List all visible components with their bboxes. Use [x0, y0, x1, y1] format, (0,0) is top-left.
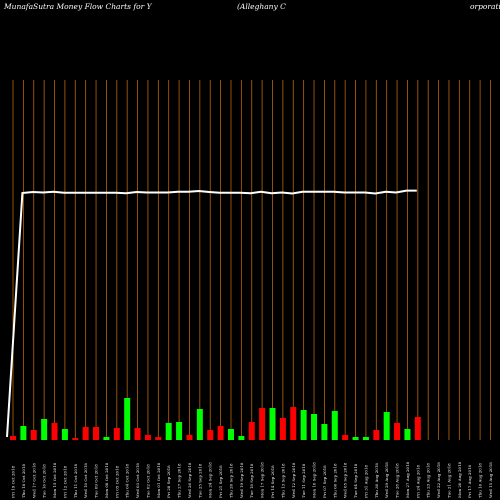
money-flow-bar — [331, 411, 338, 440]
money-flow-bar — [217, 426, 224, 440]
tick-label: Wed 05 Sep 2018 — [343, 462, 348, 498]
tick-label: Tue 04 Sep 2018 — [353, 463, 358, 498]
tick-label: Wed 12 Sep 2018 — [291, 462, 296, 498]
tick-label: Wed 15 Aug 2018 — [488, 462, 493, 498]
money-flow-bar — [10, 436, 16, 440]
money-flow-bar — [300, 410, 307, 440]
money-flow-bar — [321, 424, 328, 440]
tick-label: Tue 11 Sep 2018 — [301, 463, 306, 498]
money-flow-bar — [113, 428, 120, 440]
tick-label: Wed 22 Aug 2018 — [436, 462, 441, 498]
money-flow-bar — [165, 423, 172, 440]
tick-label: Mon 15 Oct 2018 — [52, 462, 57, 498]
money-flow-bar — [414, 417, 421, 440]
price-line-layer — [6, 189, 417, 438]
tick-label: Tue 18 Sep 2018 — [249, 463, 254, 498]
money-flow-bar — [227, 429, 234, 440]
tick-label: Tue 09 Oct 2018 — [94, 464, 99, 498]
tick-label: Mon 17 Sep 2018 — [260, 462, 265, 498]
money-flow-bar — [311, 414, 318, 440]
vertical-gridlines — [12, 80, 491, 440]
tick-label: Mon 27 Aug 2018 — [405, 461, 410, 498]
money-flow-bar — [383, 412, 390, 440]
money-flow-bar — [259, 408, 266, 440]
tick-label: Fri 07 Sep 2018 — [322, 465, 327, 498]
tick-label: Thu 30 Aug 2018 — [374, 463, 379, 498]
tick-label: Mon 08 Oct 2018 — [104, 462, 109, 498]
money-flow-bar — [373, 430, 380, 440]
tick-label: Thu 06 Sep 2018 — [332, 463, 337, 498]
money-flow-bar — [394, 423, 401, 440]
tick-label: Fri 24 Aug 2018 — [415, 464, 420, 498]
money-flow-bar — [269, 408, 276, 440]
money-flow-bar — [362, 437, 369, 440]
money-flow-bar — [41, 419, 48, 440]
tick-label: Fri 12 Oct 2018 — [62, 465, 67, 498]
x-axis-tick-labels: Fri 19 Oct 2018 Thu 18 Oct 2018 Wed 17 Oct… — [11, 461, 493, 498]
tick-label: Fri 17 Aug 2018 — [467, 464, 472, 498]
tick-label: Fri 21 Sep 2018 — [218, 465, 223, 498]
money-flow-bar — [248, 422, 255, 440]
money-flow-bar — [72, 438, 79, 440]
tick-label: Tue 28 Aug 2018 — [395, 463, 400, 498]
tick-label: Thu 04 Oct 2018 — [125, 464, 130, 498]
tick-label: Mon 20 Aug 2018 — [457, 461, 462, 498]
tick-label: Thu 18 Oct 2018 — [21, 464, 26, 498]
tick-label: Fri 28 Sep 2018 — [166, 465, 171, 498]
money-flow-bar — [30, 430, 37, 440]
money-flow-bar — [186, 435, 193, 440]
money-flow-bar — [82, 427, 89, 440]
money-flow-bar — [238, 436, 245, 440]
tick-label: Wed 19 Sep 2018 — [239, 462, 244, 498]
money-flow-bar — [196, 409, 203, 440]
money-flow-bar — [207, 430, 214, 440]
tick-label: Fri 19 Oct 2018 — [11, 465, 16, 498]
money-flow-bar — [124, 398, 131, 440]
tick-label: Wed 03 Oct 2018 — [135, 463, 140, 498]
tick-label: Wed 17 Oct 2018 — [31, 463, 36, 498]
tick-label: Thu 20 Sep 2018 — [228, 463, 233, 498]
money-flow-bars — [10, 398, 421, 440]
tick-label: Wed 29 Aug 2018 — [384, 462, 389, 498]
tick-label: Tue 21 Aug 2018 — [446, 463, 451, 498]
tick-label: Tue 16 Oct 2018 — [42, 464, 47, 498]
tick-label: Fri 05 Oct 2018 — [114, 465, 119, 498]
tick-label: Thu 23 Aug 2018 — [426, 463, 431, 498]
money-flow-bar — [103, 437, 110, 440]
chart-title-part-1: MunafaSutra Money Flow Charts for Y — [3, 2, 153, 11]
tick-label: Tue 25 Sep 2018 — [197, 463, 202, 498]
money-flow-bar — [134, 428, 141, 440]
tick-label: Thu 11 Oct 2018 — [73, 464, 78, 498]
tick-label: Mon 01 Oct 2018 — [156, 462, 161, 498]
tick-label: Fri 31 Aug 2018 — [363, 464, 368, 498]
tick-label: Mon 10 Sep 2018 — [312, 462, 317, 498]
tick-label: Fri 14 Sep 2018 — [270, 465, 275, 498]
money-flow-bar — [290, 407, 297, 440]
money-flow-bar — [155, 437, 162, 440]
money-flow-bar — [51, 423, 58, 440]
chart-title-part-3: orporatio — [470, 2, 500, 11]
tick-label: Tue 02 Oct 2018 — [145, 464, 150, 498]
tick-label: Thu 13 Sep 2018 — [280, 463, 285, 498]
tick-label: Mon 24 Sep 2018 — [208, 462, 213, 498]
money-flow-bar — [404, 429, 411, 440]
money-flow-bar — [342, 435, 349, 440]
tick-label: Thu 16 Aug 2018 — [478, 463, 483, 498]
money-flow-bar — [144, 435, 151, 440]
money-flow-bar — [279, 418, 286, 440]
money-flow-bar — [352, 437, 359, 440]
price-line — [6, 189, 417, 438]
money-flow-bar — [20, 426, 27, 440]
money-flow-bar — [93, 427, 100, 440]
money-flow-bar — [61, 429, 68, 440]
tick-label: Wed 26 Sep 2018 — [187, 462, 192, 498]
tick-label: Thu 27 Sep 2018 — [177, 463, 182, 498]
tick-label: Wed 10 Oct 2018 — [83, 463, 88, 498]
money-flow-bar — [176, 422, 183, 440]
chart-title-part-2: (Alleghany C — [237, 2, 286, 11]
